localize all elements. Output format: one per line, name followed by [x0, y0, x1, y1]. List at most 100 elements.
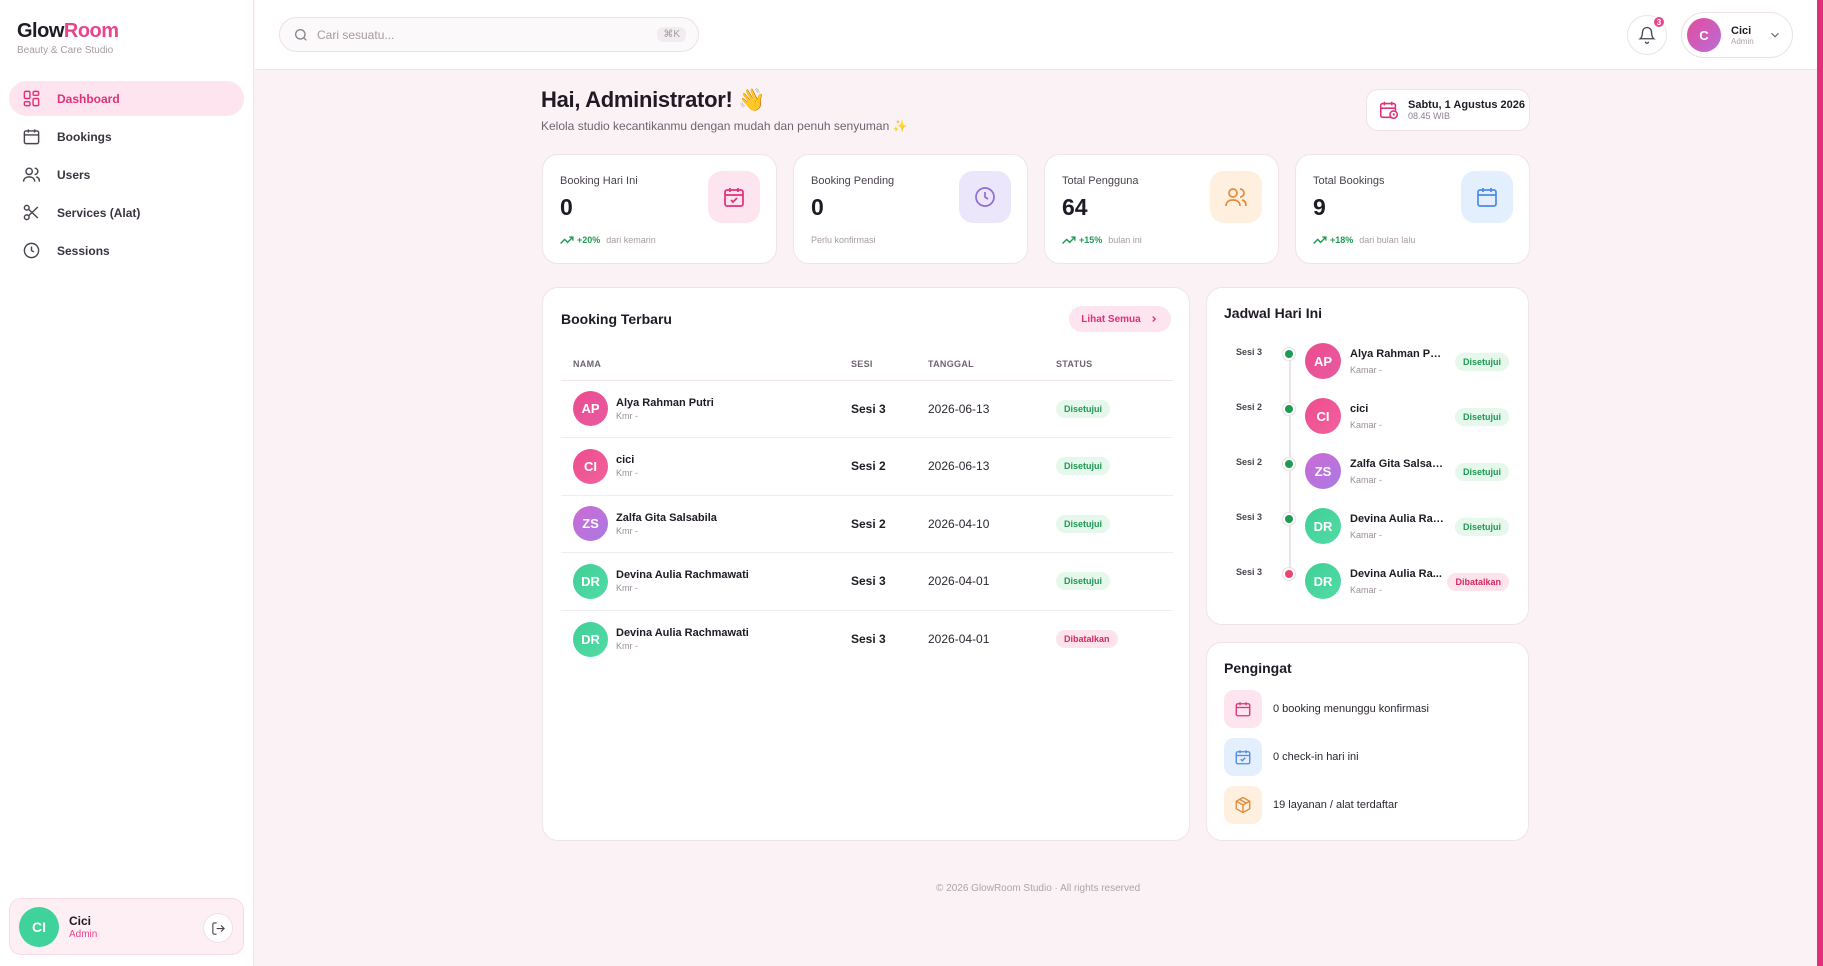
schedule-room: Kamar - — [1350, 420, 1383, 430]
stat-trend: +18% — [1330, 235, 1354, 245]
stat-footer: +15% bulan ini — [1062, 235, 1142, 245]
brand-name-part1: Glow — [17, 20, 64, 42]
booking-name: Zalfa Gita Salsabila — [616, 511, 717, 524]
stat-note: dari kemarin — [606, 235, 656, 245]
user-name: Cici — [69, 913, 92, 928]
search-bar[interactable]: ⌘K — [279, 17, 699, 52]
reminder-text: 0 booking menunggu konfirmasi — [1273, 703, 1429, 715]
page-title: Hai, Administrator! 👋 — [541, 87, 766, 112]
schedule-name: Devina Aulia Ra... — [1350, 568, 1442, 580]
schedule-item[interactable]: Sesi 2 CI cici Kamar - Disetujui — [1207, 398, 1527, 448]
calendar-check-icon — [724, 188, 744, 207]
stat-label: Total Bookings — [1313, 175, 1385, 187]
table-row[interactable]: ZS Zalfa Gita Salsabila Kmr - Sesi 2 2026-… — [561, 495, 1173, 553]
schedule-room: Kamar - — [1350, 530, 1383, 540]
table-row[interactable]: DR Devina Aulia Rachmawati Kmr - Sesi 3 20… — [561, 610, 1173, 668]
sidebar-item-dashboard[interactable]: Dashboard — [9, 81, 244, 116]
schedule-room: Kamar - — [1350, 585, 1383, 595]
schedule-session: Sesi 2 — [1236, 457, 1263, 467]
status-badge: Disetujui — [1454, 518, 1509, 536]
schedule-room: Kamar - — [1350, 365, 1383, 375]
brand[interactable]: GlowRoom Beauty & Care Studio — [17, 20, 119, 56]
stat-footer: Perlu konfirmasi — [811, 235, 876, 245]
booking-date: 2026-04-01 — [928, 632, 990, 646]
stat-card-today: Booking Hari Ini 0 +20% dari kemarin — [542, 154, 777, 264]
sidebar-item-services[interactable]: Services (Alat) — [9, 195, 244, 230]
bookings-table: NAMA SESI TANGGAL STATUS AP Alya Rahman P… — [561, 348, 1173, 668]
stat-icon-box — [1461, 171, 1513, 223]
schedule-item[interactable]: Sesi 2 ZS Zalfa Gita Salsabila Kamar - D… — [1207, 453, 1527, 503]
trend-up-icon — [1313, 236, 1327, 244]
notification-badge: 3 — [1652, 15, 1666, 29]
booking-session: Sesi 2 — [839, 437, 916, 496]
stat-label: Booking Hari Ini — [560, 175, 638, 187]
recent-bookings-panel: Booking Terbaru Lihat Semua NAMA SESI TA… — [542, 287, 1190, 841]
date-chip: Sabtu, 1 Agustus 2026 08.45 WIB — [1366, 89, 1530, 131]
column-header: SESI — [839, 348, 916, 381]
search-input[interactable] — [317, 27, 637, 42]
booking-room: Kmr - — [616, 641, 638, 651]
booking-name: Devina Aulia Rachmawati — [616, 569, 749, 582]
status-badge: Dibatalkan — [1447, 573, 1509, 591]
booking-date: 2026-06-13 — [916, 380, 1044, 438]
booking-room: Kmr - — [616, 583, 638, 594]
topbar: ⌘K 3 C Cici Admin — [255, 0, 1823, 70]
avatar: DR — [1305, 563, 1341, 599]
column-header: STATUS — [1044, 348, 1173, 381]
schedule-session: Sesi 3 — [1236, 512, 1263, 522]
trend-up-icon — [560, 236, 574, 244]
panel-title: Jadwal Hari Ini — [1224, 305, 1323, 321]
profile-name: Cici — [1731, 24, 1752, 37]
calendar-check-icon — [1235, 750, 1251, 765]
stat-footer: +18% dari bulan lalu — [1313, 235, 1415, 245]
sidebar-item-label: Bookings — [57, 129, 112, 144]
search-shortcut: ⌘K — [657, 27, 686, 42]
sidebar-item-sessions[interactable]: Sessions — [9, 233, 244, 268]
logout-button[interactable] — [203, 913, 233, 943]
stat-icon-box — [959, 171, 1011, 223]
timeline-dot — [1283, 513, 1295, 525]
booking-date: 2026-04-01 — [916, 552, 1044, 611]
brand-name: GlowRoom — [17, 20, 119, 43]
booking-session: Sesi 3 — [851, 632, 886, 646]
stat-trend: +20% — [577, 235, 601, 245]
page-subtitle: Kelola studio kecantikanmu dengan mudah … — [541, 119, 908, 133]
schedule-session: Sesi 3 — [1236, 567, 1263, 577]
stat-label: Total Pengguna — [1062, 175, 1139, 187]
stat-icon-box — [708, 171, 760, 223]
trend-up-icon — [1062, 236, 1076, 244]
brand-name-part2: Room — [63, 20, 119, 42]
stat-value: 0 — [811, 194, 824, 220]
status-badge: Disetujui — [1056, 399, 1111, 418]
calendar-clock-icon — [1379, 101, 1399, 120]
table-row[interactable]: DR Devina Aulia Rachmawati Kmr - Sesi 3 20… — [561, 552, 1173, 611]
scrollbar[interactable] — [1817, 0, 1823, 966]
reminder-item[interactable]: 0 check-in hari ini — [1224, 738, 1514, 776]
reminder-item[interactable]: 0 booking menunggu konfirmasi — [1224, 690, 1514, 728]
dashboard-icon — [21, 89, 41, 109]
status-badge: Disetujui — [1454, 463, 1509, 481]
see-all-button[interactable]: Lihat Semua — [1069, 306, 1171, 332]
user-role: Admin — [69, 928, 98, 940]
schedule-item[interactable]: Sesi 3 DR Devina Aulia Ra... Kamar - Dib… — [1207, 563, 1527, 613]
schedule-item[interactable]: Sesi 3 AP Alya Rahman Putri Kamar - Dise… — [1207, 343, 1527, 393]
status-badge: Dibatalkan — [1056, 630, 1118, 648]
table-row[interactable]: AP Alya Rahman Putri Kmr - Sesi 3 2026-06-… — [561, 380, 1173, 438]
reminder-item[interactable]: 19 layanan / alat terdaftar — [1224, 786, 1514, 824]
avatar: CI — [573, 448, 608, 484]
table-row[interactable]: CI cici Kmr - Sesi 2 2026-06-13 Disetujui — [561, 437, 1173, 496]
avatar: DR — [573, 563, 608, 599]
schedule-name: cici — [1350, 403, 1369, 415]
avatar: DR — [1305, 508, 1341, 544]
sidebar-item-bookings[interactable]: Bookings — [9, 119, 244, 154]
status-badge: Disetujui — [1454, 408, 1509, 426]
clock-icon — [975, 187, 995, 207]
booking-room: Kmr - — [616, 410, 638, 421]
schedule-item[interactable]: Sesi 3 DR Devina Aulia Rac... Kamar - Di… — [1207, 508, 1527, 558]
stat-note: dari bulan lalu — [1359, 235, 1416, 245]
avatar: CI — [19, 906, 59, 947]
profile-menu[interactable]: C Cici Admin — [1681, 12, 1793, 58]
avatar: ZS — [573, 506, 608, 542]
notification-button[interactable]: 3 — [1627, 15, 1667, 55]
sidebar-item-users[interactable]: Users — [9, 157, 244, 192]
